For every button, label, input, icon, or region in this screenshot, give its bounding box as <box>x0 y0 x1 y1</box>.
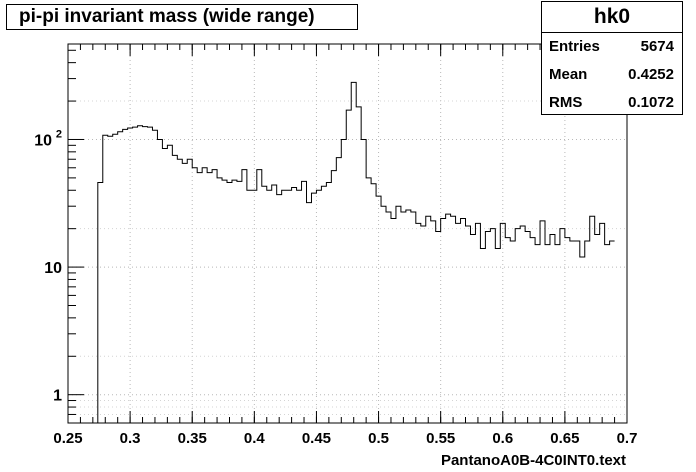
y-tick-labels: 1 10 10 2 <box>34 128 62 404</box>
x-tick-label: 0.65 <box>550 430 579 447</box>
y-tick-exponent: 2 <box>56 128 62 140</box>
x-tick-label: 0.35 <box>178 430 207 447</box>
stats-row-mean: Mean 0.4252 <box>542 61 682 89</box>
chart-title: pi-pi invariant mass (wide range) <box>6 4 358 30</box>
x-tick-label: 0.4 <box>244 430 266 447</box>
x-tick-label: 0.55 <box>426 430 455 447</box>
x-tick-labels: 0.25 0.3 0.35 0.4 0.45 0.5 0.55 0.6 0.65 0.7 <box>53 430 637 447</box>
x-tick-label: 0.45 <box>302 430 331 447</box>
footer-filename: PantanoA0B-4C0INT0.text <box>440 452 626 469</box>
stats-row-entries: Entries 5674 <box>542 33 682 61</box>
stats-value: 5674 <box>640 38 674 55</box>
stats-label: Mean <box>549 66 588 83</box>
stats-label: Entries <box>549 38 600 55</box>
x-tick-label: 0.3 <box>120 430 141 447</box>
stats-label: RMS <box>549 94 583 111</box>
axis-ticks <box>67 44 628 424</box>
x-tick-label: 0.5 <box>368 430 389 447</box>
histogram-series <box>97 81 615 423</box>
x-tick-label: 0.7 <box>617 430 638 447</box>
y-tick-label: 10 <box>34 132 52 149</box>
stats-row-rms: RMS 0.1072 <box>542 89 682 117</box>
x-tick-label: 0.25 <box>53 430 82 447</box>
stats-histogram-name: hk0 <box>542 2 682 33</box>
stats-box: hk0 Entries 5674 Mean 0.4252 RMS 0.1072 <box>541 1 683 115</box>
y-tick-label: 10 <box>44 260 62 277</box>
stats-value: 0.4252 <box>628 66 674 83</box>
x-tick-label: 0.6 <box>492 430 513 447</box>
plot-frame <box>67 43 628 424</box>
stats-value: 0.1072 <box>628 94 674 111</box>
y-tick-label: 1 <box>53 388 62 405</box>
